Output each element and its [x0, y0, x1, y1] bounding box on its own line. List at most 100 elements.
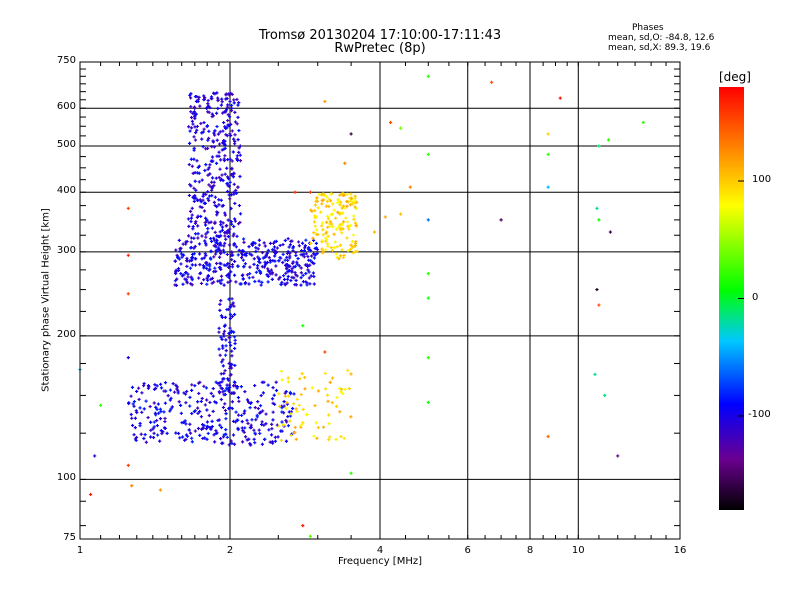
data-point — [270, 440, 274, 444]
data-point — [270, 277, 274, 281]
data-point — [285, 281, 289, 285]
data-point — [210, 188, 214, 192]
data-point — [295, 274, 299, 278]
data-point — [289, 278, 293, 283]
data-point — [202, 120, 206, 125]
data-point — [284, 406, 288, 410]
data-point — [326, 225, 330, 229]
data-point — [344, 216, 348, 220]
data-point — [212, 238, 217, 242]
data-point — [239, 413, 244, 418]
data-point — [159, 386, 164, 390]
data-point — [238, 220, 242, 225]
data-point — [202, 201, 206, 205]
data-point — [222, 250, 226, 255]
data-point — [250, 242, 254, 246]
data-point — [130, 484, 134, 488]
data-point — [234, 410, 238, 414]
data-point — [209, 249, 213, 254]
data-point — [248, 442, 252, 446]
data-point — [218, 353, 222, 357]
data-point — [219, 223, 223, 227]
data-point — [215, 210, 219, 214]
data-point — [187, 125, 191, 129]
data-point — [138, 406, 142, 410]
data-point — [426, 296, 430, 300]
data-point — [226, 218, 230, 222]
data-point — [178, 249, 182, 253]
colorbar-tick-label: 100 — [752, 174, 772, 185]
data-point — [300, 241, 305, 245]
data-point — [215, 91, 219, 95]
data-point — [490, 80, 494, 84]
data-point — [192, 135, 196, 139]
data-point — [333, 240, 337, 244]
data-point — [228, 316, 232, 321]
data-point — [254, 418, 258, 422]
data-point — [148, 404, 152, 409]
data-point — [244, 251, 248, 255]
data-point — [188, 422, 192, 426]
data-point — [232, 192, 236, 196]
data-point — [166, 394, 170, 398]
data-point — [273, 254, 277, 258]
data-point — [239, 251, 244, 255]
data-point — [209, 159, 213, 163]
data-point — [279, 369, 284, 373]
data-point — [232, 232, 236, 236]
data-point — [258, 404, 263, 408]
data-point — [268, 241, 273, 245]
data-point — [212, 131, 216, 135]
data-point — [349, 247, 353, 251]
data-point — [200, 257, 204, 261]
data-point — [218, 130, 222, 134]
data-point — [284, 420, 289, 424]
data-point — [227, 361, 231, 366]
data-point — [208, 264, 212, 268]
data-point — [169, 407, 173, 411]
data-point — [131, 402, 135, 406]
data-point — [319, 210, 323, 214]
data-point — [238, 174, 242, 179]
data-point — [221, 221, 225, 225]
data-point — [219, 299, 223, 303]
data-point — [305, 263, 309, 267]
data-point — [194, 131, 198, 135]
data-point — [232, 312, 237, 317]
data-point — [232, 98, 236, 102]
data-point — [292, 392, 296, 396]
data-point — [190, 119, 194, 123]
data-point — [326, 399, 330, 403]
data-point — [149, 428, 153, 432]
data-point — [324, 248, 328, 252]
data-point — [204, 192, 208, 197]
data-point — [312, 220, 317, 224]
data-point — [272, 393, 276, 397]
data-point — [308, 282, 312, 286]
data-point — [314, 215, 318, 219]
data-point — [151, 435, 156, 440]
data-point — [214, 161, 219, 165]
data-point — [134, 435, 139, 440]
data-point — [260, 280, 264, 284]
data-point — [316, 389, 321, 393]
data-point — [230, 303, 234, 307]
data-point — [426, 218, 430, 222]
data-point — [203, 168, 207, 173]
data-point — [231, 433, 236, 437]
y-tick-label: 400 — [56, 185, 76, 197]
data-point — [217, 330, 221, 334]
data-point — [278, 255, 282, 260]
data-point — [204, 232, 208, 236]
y-tick-label: 750 — [56, 55, 76, 66]
data-point — [177, 257, 181, 261]
y-tick-label: 200 — [56, 328, 76, 340]
data-point — [193, 232, 198, 236]
data-point — [283, 394, 287, 398]
data-point — [303, 387, 307, 391]
data-point — [192, 199, 196, 204]
colorbar-label: [deg] — [719, 70, 751, 84]
data-points — [78, 74, 645, 538]
data-point — [263, 263, 267, 267]
data-point — [334, 437, 338, 442]
